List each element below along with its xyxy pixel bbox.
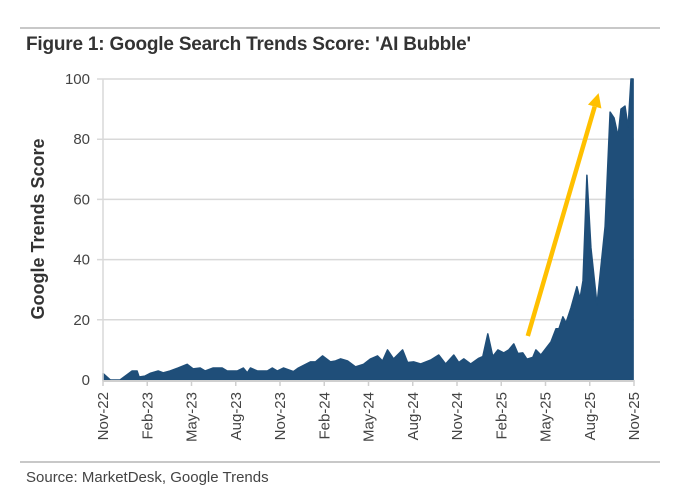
x-tick-label: Feb-23 [139,392,156,440]
trend-arrow-shaft [525,105,597,337]
x-tick-label: Aug-25 [582,392,599,440]
y-tick-label: 40 [73,252,90,269]
y-tick-label: 60 [73,191,90,208]
x-tick-label: May-24 [361,392,378,442]
trend-arrow-head [587,93,602,109]
y-tick-label: 20 [73,312,90,329]
x-tick-label: May-23 [184,392,201,442]
y-tick-label: 0 [82,372,90,389]
x-tick-label: Feb-24 [316,392,333,440]
x-tick-label: Aug-23 [228,392,245,440]
x-tick-label: Nov-25 [626,392,643,440]
top-rule [20,27,660,29]
x-tick-label: Aug-24 [405,392,422,440]
series-area-ai-bubble [102,78,634,381]
bottom-rule [20,461,660,463]
x-tick-label: Feb-25 [493,392,510,440]
x-tick-label: Nov-22 [95,392,112,440]
x-tick-label: May-25 [538,392,555,442]
y-axis-title: Google Trends Score [28,138,48,319]
y-tick-label: 100 [65,71,90,88]
source-note: Source: MarketDesk, Google Trends [26,469,269,486]
x-tick-label: Nov-24 [449,392,466,440]
chart-title: Figure 1: Google Search Trends Score: 'A… [26,34,471,55]
x-tick-label: Nov-23 [272,392,289,440]
y-tick-label: 80 [73,131,90,148]
